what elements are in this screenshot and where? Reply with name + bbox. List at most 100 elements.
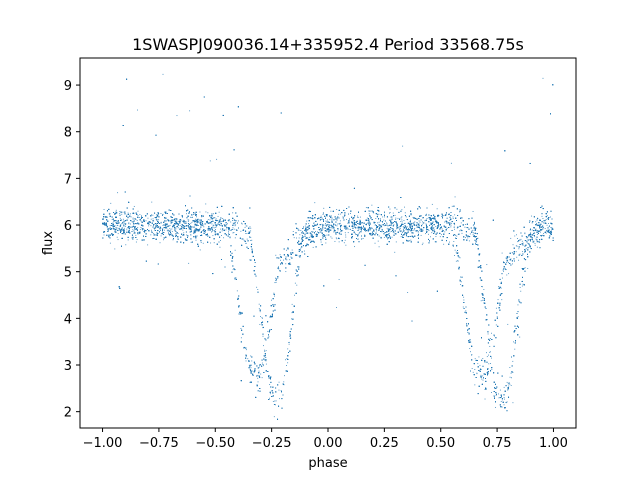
data-point (267, 330, 269, 332)
data-point (180, 219, 182, 221)
data-point (369, 221, 371, 223)
data-point (230, 221, 232, 223)
data-point (484, 398, 486, 400)
data-point (500, 287, 502, 289)
data-point (527, 268, 529, 269)
data-point (402, 232, 403, 234)
data-point (459, 211, 460, 213)
data-point (272, 400, 274, 402)
data-point (265, 360, 267, 362)
data-point (459, 279, 461, 281)
data-point (403, 228, 405, 229)
data-point (433, 231, 435, 233)
data-point (322, 228, 324, 230)
data-point (289, 259, 291, 261)
data-point (537, 232, 539, 234)
data-point (142, 228, 144, 230)
data-point (357, 215, 359, 217)
data-point (120, 230, 122, 232)
data-point (220, 240, 221, 241)
data-point (333, 231, 335, 233)
data-point (228, 229, 229, 231)
data-point (489, 351, 491, 353)
data-point (510, 258, 512, 260)
data-point (215, 227, 217, 228)
data-point (301, 239, 303, 241)
data-point (199, 219, 201, 221)
data-point (482, 379, 484, 381)
data-point (537, 222, 539, 224)
data-point (386, 227, 388, 229)
data-point (284, 375, 285, 377)
data-point (520, 238, 522, 240)
data-point (381, 231, 383, 233)
data-point (151, 201, 153, 203)
data-point (368, 210, 370, 212)
data-point (544, 228, 546, 230)
data-point (517, 316, 519, 318)
data-point (320, 215, 322, 217)
data-point (325, 242, 327, 244)
data-point (151, 232, 153, 234)
data-point (215, 224, 216, 226)
chart-title: 1SWASPJ090036.14+335952.4 Period 33568.7… (132, 35, 524, 54)
data-point (405, 216, 407, 218)
data-point (311, 231, 313, 233)
data-point (503, 398, 505, 400)
data-point (269, 393, 271, 395)
data-point (495, 324, 497, 326)
data-point (531, 229, 533, 231)
data-point (344, 239, 346, 241)
data-point (365, 207, 367, 209)
data-point (405, 235, 407, 237)
data-point (528, 222, 530, 223)
data-point (439, 236, 441, 238)
data-point (343, 242, 345, 244)
data-point (399, 227, 401, 229)
data-point (551, 229, 552, 231)
data-point (196, 222, 198, 224)
data-point (494, 396, 495, 398)
data-point (335, 219, 337, 220)
data-point (525, 248, 527, 250)
data-point (327, 214, 329, 216)
data-point (387, 229, 389, 231)
data-point (474, 384, 476, 386)
data-point (147, 222, 149, 224)
data-point (506, 262, 508, 263)
data-point (449, 223, 450, 225)
data-point (153, 227, 155, 229)
data-point (511, 252, 513, 254)
data-point (158, 227, 160, 229)
data-point (541, 215, 543, 217)
data-point (275, 254, 277, 256)
data-point (183, 222, 185, 224)
data-point (132, 218, 134, 220)
data-point (518, 248, 520, 250)
data-point (421, 221, 423, 223)
data-point (200, 226, 201, 228)
data-point (410, 219, 411, 221)
data-point (478, 356, 480, 358)
data-point (188, 262, 190, 264)
data-point (336, 238, 338, 240)
data-point (313, 222, 314, 224)
data-point (487, 333, 489, 335)
data-point (368, 224, 370, 226)
data-point (399, 226, 400, 228)
data-point (369, 216, 371, 217)
data-point (246, 238, 248, 240)
data-point (339, 222, 341, 224)
data-point (339, 213, 341, 215)
data-point (250, 230, 252, 232)
data-point (223, 237, 225, 239)
data-point (237, 220, 239, 222)
data-point (264, 356, 266, 358)
data-point (482, 286, 483, 288)
data-point (224, 224, 226, 226)
data-point (115, 222, 117, 224)
data-point (177, 221, 179, 222)
data-point (459, 211, 461, 212)
data-point (315, 224, 317, 226)
